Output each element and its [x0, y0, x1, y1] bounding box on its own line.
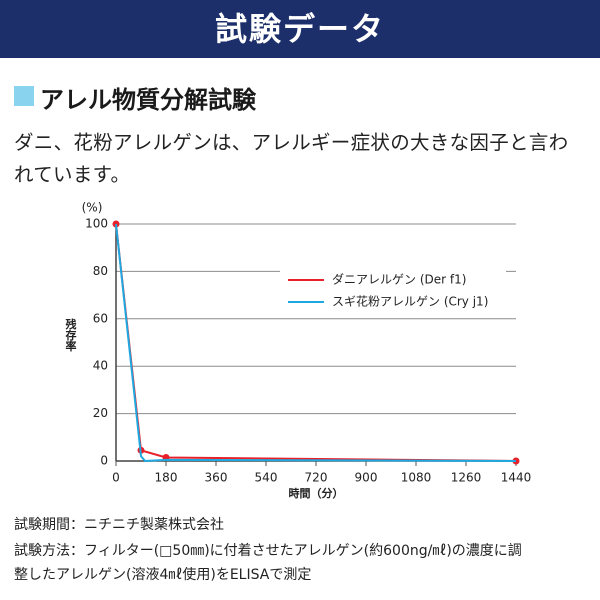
y-tick-label: 0 — [100, 454, 108, 468]
description: れています。 — [14, 163, 131, 186]
x-tick-label: 720 — [305, 471, 328, 485]
x-axis-label: 時間（分） — [289, 486, 344, 500]
x-tick-label: 1440 — [501, 471, 532, 485]
legend-label: ダニアレルゲン (Der f1) — [332, 272, 466, 287]
series-line — [115, 223, 517, 462]
y-unit-label: (%) — [82, 201, 103, 215]
y-tick-label: 60 — [93, 311, 108, 325]
note: 整したアレルゲン(溶液4㎖使用)をELISAで測定 — [14, 567, 312, 583]
heading-square — [14, 86, 34, 106]
x-tick-label: 0 — [112, 471, 120, 485]
x-tick-label: 360 — [205, 471, 228, 485]
legend-label: スギ花粉アレルゲン (Cry j1) — [332, 294, 488, 309]
description: ダニ、花粉アレルゲンは、アレルギー症状の大きな因子と言わ — [14, 131, 569, 154]
legend-box — [280, 268, 506, 314]
section-heading: アレル物質分解試験 — [40, 86, 256, 114]
header-band — [0, 0, 600, 58]
y-tick-label: 100 — [85, 217, 108, 231]
y-tick-label: 40 — [93, 359, 108, 373]
header-title: 試験データ — [214, 10, 385, 48]
series-line — [115, 223, 517, 463]
y-tick-label: 80 — [93, 264, 108, 278]
x-tick-label: 180 — [155, 471, 178, 485]
chart: 0 20 40 60 80 100 0 180 360 540 720 900 1080 1260 1440… — [64, 201, 532, 501]
y-tick-label: 20 — [93, 406, 108, 420]
x-tick-label: 900 — [355, 471, 378, 485]
x-tick-label: 540 — [255, 471, 278, 485]
x-tick-label: 1080 — [401, 471, 432, 485]
note: 試験期間：ニチニチ製薬株式会社 — [14, 517, 224, 533]
y-axis-label: 残存率 — [64, 317, 77, 352]
x-tick-label: 1260 — [451, 471, 482, 485]
note: 試験方法：フィルター(□50㎜)に付着させたアレルゲン(約600ng/㎖)の濃度… — [14, 543, 522, 559]
